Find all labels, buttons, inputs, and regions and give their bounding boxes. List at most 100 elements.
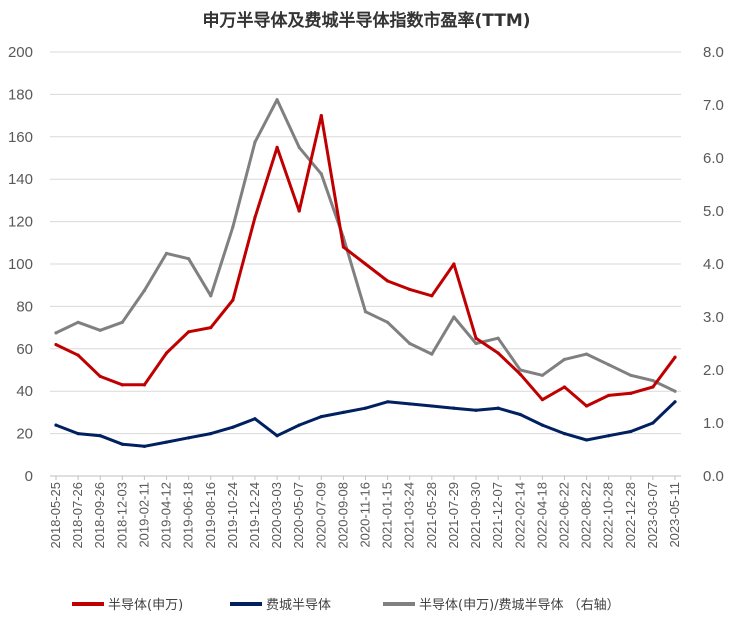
y-tick-left: 120 [8,214,33,231]
data-point [629,391,633,395]
data-point [651,379,655,383]
data-point [209,294,213,298]
y-tick-left: 80 [16,298,33,315]
data-point [496,406,500,410]
data-point [562,432,567,436]
data-point [76,432,80,436]
data-point [98,434,102,438]
data-point [518,372,522,376]
data-point [231,425,235,429]
y-tick-right: 3.0 [703,309,724,326]
x-tick-label: 2021-05-28 [424,482,439,549]
y-tick-left: 0 [25,468,33,485]
x-tick-label: 2018-12-03 [114,482,129,549]
legend-item-sox: 费城半导体 [230,594,331,613]
data-point [562,357,567,361]
data-point [607,363,611,367]
data-point [54,342,58,347]
data-point [341,245,345,249]
x-tick-label: 2023-03-07 [645,482,660,549]
y-tick-left: 40 [16,383,33,400]
data-point [408,341,412,346]
data-point [187,330,191,334]
data-point [408,287,412,292]
data-point [231,298,235,302]
x-tick-label: 2019-04-12 [159,482,174,549]
data-point [430,404,434,408]
data-point [651,385,655,389]
series-line-2 [54,98,677,393]
data-point [629,373,633,377]
right-axis: 0.0 1.0 2.0 3.0 4.0 5.0 6.0 7.0 8.0 [703,44,724,485]
x-tick-label: 2022-04-18 [534,482,549,549]
data-point [363,310,368,314]
x-tick-label: 2022-08-22 [579,482,594,549]
data-point [673,355,677,359]
data-point [253,215,257,219]
y-tick-right: 5.0 [703,203,724,220]
x-tick-label: 2018-05-25 [48,482,63,549]
data-point [452,262,456,266]
data-point [562,385,567,389]
data-point [275,145,279,149]
x-tick-label: 2021-12-07 [490,482,505,549]
data-point [430,352,434,356]
data-point [187,436,191,440]
legend-swatch-red [72,601,104,606]
legend-label: 半导体(申万) [108,598,184,613]
data-point [319,172,323,176]
x-tick-label: 2021-09-30 [468,482,483,549]
data-point [275,98,279,102]
data-point [518,412,522,417]
data-point [408,402,412,406]
y-tick-right: 6.0 [703,150,724,167]
y-tick-right: 7.0 [703,97,724,114]
data-point [253,417,257,421]
data-point [386,400,390,404]
y-tick-left: 180 [8,86,33,103]
x-tick-label: 2019-06-18 [181,482,196,549]
data-point [607,434,611,438]
y-tick-right: 4.0 [703,256,724,273]
x-tick-label: 2023-05-11 [667,482,682,548]
data-point [120,320,124,324]
x-tick-label: 2022-10-28 [601,482,616,549]
x-tick-label: 2020-09-08 [335,482,350,549]
chart-title: 申万半导体及费城半导体指数市盈率(TTM) [202,11,531,31]
data-point [142,383,147,387]
data-point [673,389,677,393]
data-point [474,408,478,412]
x-tick-label: 2020-05-07 [291,482,306,549]
data-point [540,373,544,377]
data-point [386,320,390,324]
x-tick-label: 2020-11-16 [358,482,373,548]
data-point [673,400,677,404]
legend-item-ratio: 半导体(申万)/费城半导体 （右轴） [383,594,620,613]
x-tick-label: 2019-12-24 [247,482,262,549]
series-line-0 [54,114,677,408]
x-tick-label: 2021-07-29 [446,482,461,548]
data-point [231,225,235,229]
data-point [452,315,456,319]
y-tick-left: 140 [8,171,33,188]
x-axis: 2018-05-25 2018-07-26 2018-09-26 2018-12-03… [48,476,682,549]
x-tick-label: 2021-03-24 [402,482,417,549]
y-tick-left: 60 [16,341,33,358]
data-point [297,423,301,427]
x-tick-label: 2020-07-09 [313,482,328,549]
x-tick-label: 2022-12-28 [623,482,638,549]
legend: 半导体(申万) 费城半导体 半导体(申万)/费城半导体 （右轴） [0,594,733,614]
data-point [540,398,544,402]
data-point [275,434,279,438]
data-point [319,114,323,118]
y-tick-left: 200 [8,44,33,61]
data-point [584,438,589,442]
data-point [496,351,500,355]
x-tick-label: 2018-09-26 [92,482,107,549]
data-point [209,326,213,330]
data-point [319,415,323,419]
data-point [98,328,102,332]
y-tick-right: 8.0 [703,44,724,61]
data-point [76,353,80,357]
data-point [540,423,544,427]
